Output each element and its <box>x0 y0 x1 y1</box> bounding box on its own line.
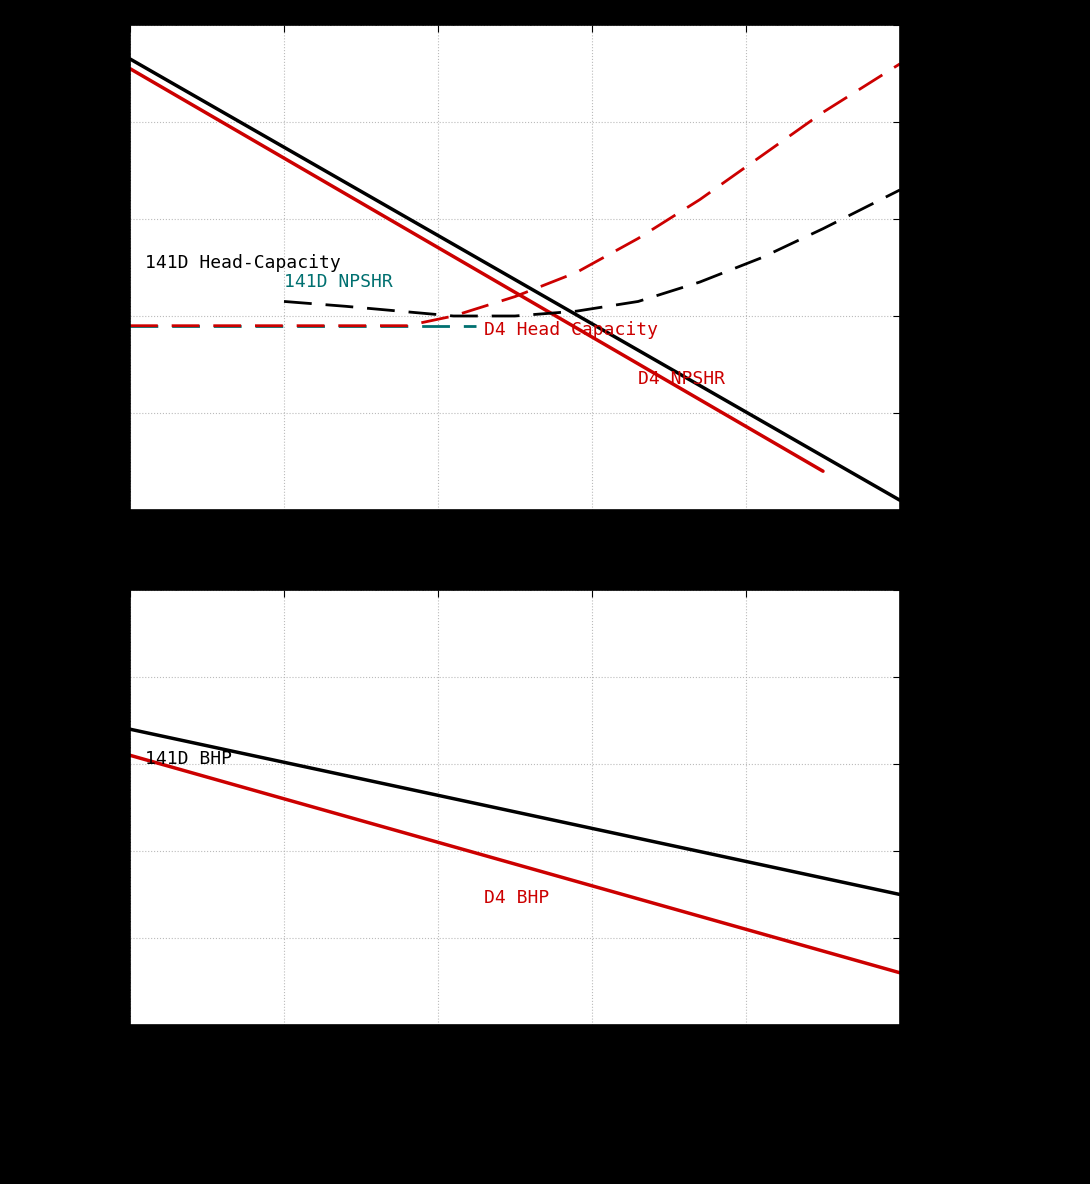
Text: D4 Head Capacity: D4 Head Capacity <box>484 321 658 340</box>
Text: D4 BHP: D4 BHP <box>484 889 549 907</box>
Text: 141D BHP: 141D BHP <box>145 749 232 768</box>
Text: D4 NPSHR: D4 NPSHR <box>639 369 725 388</box>
Text: 141D Head-Capacity: 141D Head-Capacity <box>145 253 341 271</box>
Text: 141D NPSHR: 141D NPSHR <box>284 272 392 291</box>
